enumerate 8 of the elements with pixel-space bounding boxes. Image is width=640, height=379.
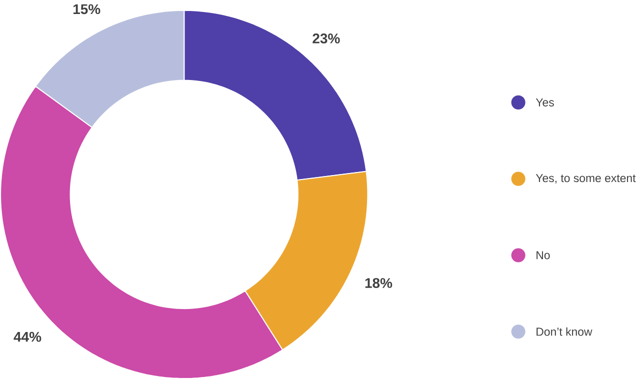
legend-label: Yes (536, 98, 554, 106)
legend-label: Yes, to some extent (536, 174, 636, 184)
data-label: 15% (73, 4, 100, 14)
data-label: 44% (14, 332, 42, 342)
legend-label: Don’t know (536, 327, 592, 336)
data-label: 23% (312, 34, 340, 44)
data-label: 18% (365, 278, 392, 288)
legend-label: No (536, 251, 550, 260)
